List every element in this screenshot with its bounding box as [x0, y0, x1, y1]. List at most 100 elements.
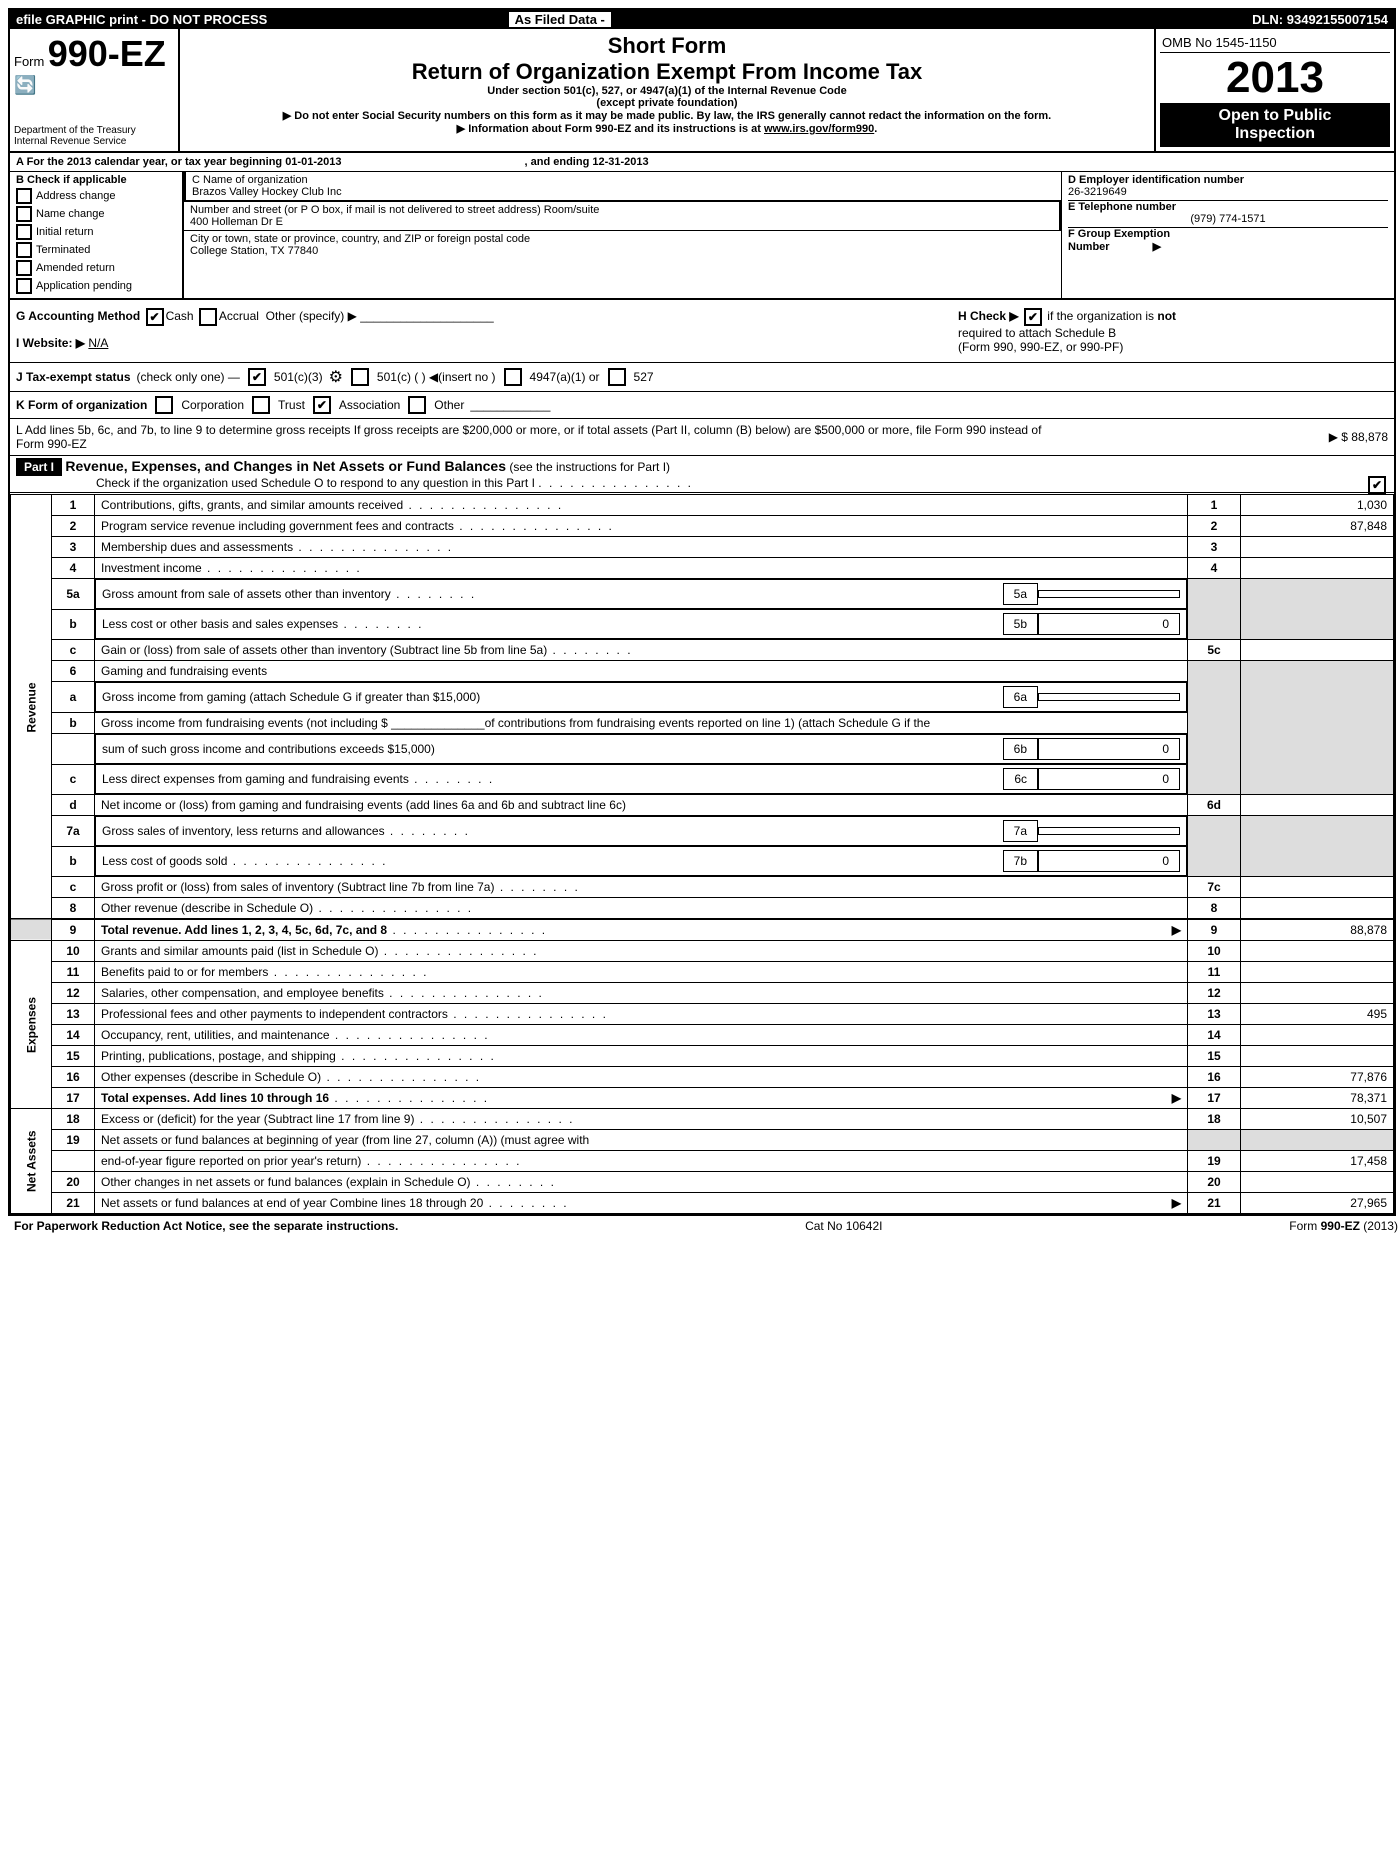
line-5a-subval — [1038, 590, 1180, 598]
line-15-val — [1241, 1046, 1394, 1067]
chk-terminated[interactable] — [16, 242, 32, 258]
row-k: K Form of organization Corporation Trust… — [10, 392, 1394, 419]
line-5b-desc: Less cost or other basis and sales expen… — [102, 617, 338, 631]
row-g-h: G Accounting Method ✔Cash Accrual Other … — [10, 298, 1394, 363]
header-right: OMB No 1545-1150 2013 Open to Public Ins… — [1154, 29, 1394, 151]
part1-paren: (see the instructions for Part I) — [509, 460, 670, 474]
line-6-desc: Gaming and fundraising events — [101, 664, 267, 678]
chk-trust[interactable] — [252, 396, 270, 414]
line-7b-desc: Less cost of goods sold — [102, 854, 227, 868]
irs-link[interactable]: www.irs.gov/form990 — [764, 123, 874, 135]
line-5b-subval: 0 — [1038, 613, 1180, 635]
subtitle-4: ▶ Information about Form 990-EZ and its … — [457, 123, 764, 135]
chk-label: Amended return — [36, 262, 115, 274]
e-label: E Telephone number — [1068, 201, 1388, 213]
line-6d-desc: Net income or (loss) from gaming and fun… — [101, 798, 626, 812]
topbar-right: DLN: 93492155007154 — [1252, 12, 1388, 27]
check-b-column: B Check if applicable Address change Nam… — [10, 172, 184, 298]
j-opt4: 527 — [634, 370, 654, 384]
line-19a-desc: Net assets or fund balances at beginning… — [101, 1133, 589, 1147]
city-label: City or town, state or province, country… — [190, 233, 1055, 245]
chk-cash[interactable]: ✔ — [146, 308, 164, 326]
f-label1: F Group Exemption — [1068, 228, 1170, 240]
block-c: C Name of organization Brazos Valley Hoc… — [184, 172, 1061, 298]
org-name: Brazos Valley Hockey Club Inc — [192, 186, 1055, 198]
line-5c-desc: Gain or (loss) from sale of assets other… — [101, 643, 547, 657]
form-number: 990-EZ — [48, 33, 166, 74]
chk-label: Address change — [36, 190, 116, 202]
line-4-desc: Investment income — [101, 561, 202, 575]
topbar-left: efile GRAPHIC print - DO NOT PROCESS — [16, 12, 267, 27]
line-7a-desc: Gross sales of inventory, less returns a… — [102, 824, 385, 838]
line-20-desc: Other changes in net assets or fund bala… — [101, 1175, 471, 1189]
chk-501c[interactable] — [351, 368, 369, 386]
chk-label: Initial return — [36, 226, 93, 238]
line-2-desc: Program service revenue including govern… — [101, 519, 454, 533]
line-18-desc: Excess or (deficit) for the year (Subtra… — [101, 1112, 414, 1126]
j-opt3: 4947(a)(1) or — [530, 370, 600, 384]
part1-label: Part I — [16, 458, 62, 476]
chk-label: Terminated — [36, 244, 90, 256]
i-label: I Website: ▶ — [16, 336, 85, 350]
c-label: C Name of organization — [192, 174, 1055, 186]
chk-label: Name change — [36, 208, 105, 220]
d-label: D Employer identification number — [1068, 174, 1388, 186]
chk-4947[interactable] — [504, 368, 522, 386]
f-arrow: ▶ — [1153, 241, 1161, 253]
return-title: Return of Organization Exempt From Incom… — [184, 59, 1150, 85]
k-opt: Association — [339, 398, 400, 412]
chk-assoc[interactable]: ✔ — [313, 396, 331, 414]
netassets-label: Net Assets — [11, 1109, 52, 1214]
dept-irs: Internal Revenue Service — [14, 136, 136, 147]
k-opt: Corporation — [181, 398, 244, 412]
chk-schedule-o[interactable]: ✔ — [1368, 476, 1386, 494]
line-13-val: 495 — [1241, 1004, 1394, 1025]
line-16-val: 77,876 — [1241, 1067, 1394, 1088]
line-17-val: 78,371 — [1241, 1088, 1394, 1109]
chk-other[interactable] — [408, 396, 426, 414]
expenses-label: Expenses — [11, 941, 52, 1109]
chk-address-change[interactable] — [16, 188, 32, 204]
open-public-1: Open to Public — [1164, 107, 1386, 125]
l-amount: ▶ $ 88,878 — [1329, 430, 1388, 444]
phone-value: (979) 774-1571 — [1068, 213, 1388, 228]
chk-amended[interactable] — [16, 260, 32, 276]
line-9-val: 88,878 — [1241, 919, 1394, 941]
line-3-desc: Membership dues and assessments — [101, 540, 293, 554]
k-label: K Form of organization — [16, 398, 147, 412]
row-j: J Tax-exempt status (check only one) — ✔… — [10, 363, 1394, 392]
chk-name-change[interactable] — [16, 206, 32, 222]
line-13-desc: Professional fees and other payments to … — [101, 1007, 448, 1021]
line-10-desc: Grants and similar amounts paid (list in… — [101, 944, 378, 958]
line-16-desc: Other expenses (describe in Schedule O) — [101, 1070, 321, 1084]
line-7c-val — [1241, 877, 1394, 898]
chk-accrual[interactable] — [199, 308, 217, 326]
line-5a-desc: Gross amount from sale of assets other t… — [102, 587, 391, 601]
line-19-desc: end-of-year figure reported on prior yea… — [101, 1154, 361, 1168]
form-990ez: efile GRAPHIC print - DO NOT PROCESS As … — [8, 8, 1396, 1216]
chk-pending[interactable] — [16, 278, 32, 294]
line-15-desc: Printing, publications, postage, and shi… — [101, 1049, 336, 1063]
check-b-heading: B Check if applicable — [16, 174, 176, 186]
chk-527[interactable] — [608, 368, 626, 386]
subtitle-2: (except private foundation) — [184, 97, 1150, 109]
line-7b-subval: 0 — [1038, 850, 1180, 872]
line-7c-desc: Gross profit or (loss) from sales of inv… — [101, 880, 494, 894]
line-11-val — [1241, 962, 1394, 983]
line-3-val — [1241, 537, 1394, 558]
line-18-val: 10,507 — [1241, 1109, 1394, 1130]
f-label2: Number — [1068, 241, 1110, 253]
block-def: D Employer identification number 26-3219… — [1061, 172, 1394, 298]
row-l: L Add lines 5b, 6c, and 7b, to line 9 to… — [10, 419, 1394, 456]
line-19-val: 17,458 — [1241, 1151, 1394, 1172]
line-6a-subval — [1038, 693, 1180, 701]
j-opt1: 501(c)(3) — [274, 370, 323, 384]
chk-initial-return[interactable] — [16, 224, 32, 240]
line-a-ending: , and ending 12-31-2013 — [525, 156, 649, 168]
footer-mid: Cat No 10642I — [805, 1219, 882, 1233]
chk-501c3[interactable]: ✔ — [248, 368, 266, 386]
line-14-val — [1241, 1025, 1394, 1046]
chk-h[interactable]: ✔ — [1024, 308, 1042, 326]
chk-corp[interactable] — [155, 396, 173, 414]
top-bar: efile GRAPHIC print - DO NOT PROCESS As … — [10, 10, 1394, 29]
